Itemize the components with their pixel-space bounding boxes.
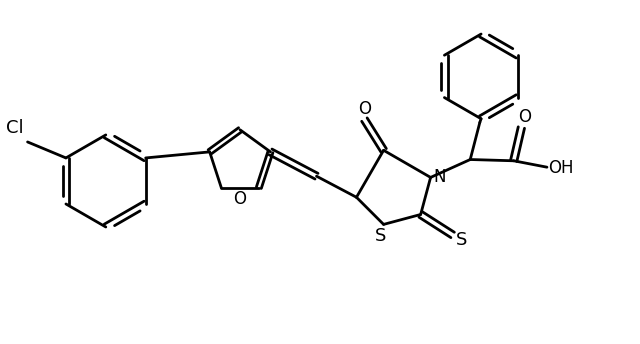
Text: O: O xyxy=(234,190,246,208)
Text: Cl: Cl xyxy=(6,119,24,138)
Text: O: O xyxy=(518,108,531,126)
Text: N: N xyxy=(434,169,446,186)
Text: OH: OH xyxy=(548,160,574,178)
Text: O: O xyxy=(358,100,371,118)
Text: S: S xyxy=(374,227,386,245)
Text: S: S xyxy=(456,231,467,249)
